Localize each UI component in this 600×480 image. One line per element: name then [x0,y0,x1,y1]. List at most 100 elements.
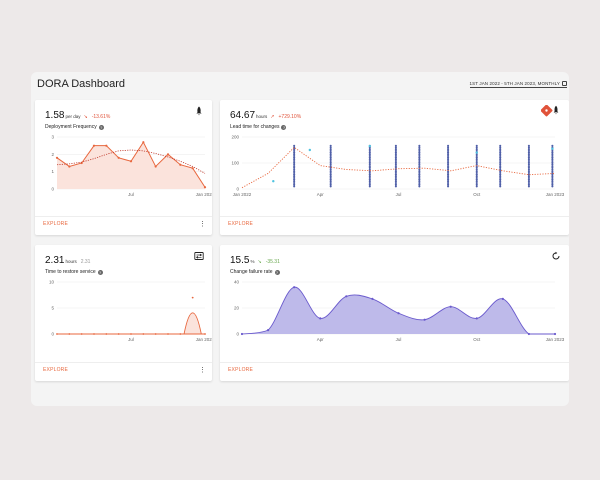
data-point [129,160,133,163]
scatter-point [293,180,296,183]
scatter-point [551,156,554,159]
scatter-point [527,149,530,152]
info-icon[interactable]: ? [97,269,103,275]
scatter-point [293,156,296,159]
restore-icon [194,252,204,260]
scatter-point [499,183,502,186]
scatter-point [293,148,296,151]
scatter-point [475,171,478,174]
scatter-point [447,176,450,179]
scatter-point [329,158,332,161]
data-point [204,333,206,335]
scatter-point [293,170,296,173]
restore-explore-link[interactable]: EXPLORE [43,367,69,373]
scatter-point [368,185,371,188]
data-point [475,317,478,320]
scatter-point [447,146,450,149]
scatter-point [475,173,478,176]
more-options-icon[interactable]: ⋮ [199,221,206,228]
scatter-point [551,166,554,169]
calendar-icon[interactable] [562,81,567,86]
restore-value: 2.31 [45,255,65,266]
data-point [68,333,71,335]
scatter-point [368,178,371,181]
scatter-point [499,185,502,188]
scatter-point [447,181,450,185]
scatter-point [394,158,397,161]
scatter-point [475,180,478,183]
failure-kpi: 15.5% ↘ -35.31 [230,255,280,266]
scatter-point [418,163,421,166]
scatter-point [293,163,296,166]
x-tick-label: Jul [128,337,134,342]
failure-label: Change failure rate? [230,269,280,275]
more-options-icon[interactable]: ⋮ [199,367,206,374]
scatter-point [394,185,397,188]
x-tick-label: Jan 2023 [546,192,565,197]
scatter-point [394,149,397,152]
scatter-point [329,160,332,163]
scatter-point [551,149,554,152]
scatter-point [475,170,478,173]
scatter-point [527,180,530,183]
scatter-point [475,151,478,154]
y-tick-label: 40 [234,280,240,285]
scatter-point [447,163,450,166]
data-point [266,329,270,332]
scatter-point [551,144,554,147]
scatter-point [475,148,478,151]
leadtime-explore-link[interactable]: EXPLORE [228,221,254,227]
scatter-point [394,180,397,183]
scatter-point [475,158,478,161]
scatter-point [418,176,421,179]
x-tick-label: Jul [396,192,402,197]
scatter-point [394,165,397,168]
trend-down-icon: ↘ [257,259,262,265]
leadtime-label-text: Lead time for changes [230,124,280,130]
scatter-point [418,185,421,188]
x-tick-label: Jul [396,337,402,342]
restore-delta: 2.31 [80,259,91,265]
scatter-point [447,171,450,174]
scatter-point [418,149,421,152]
scatter-point [527,148,530,151]
scatter-point [293,151,296,154]
scatter-point [368,183,371,186]
scatter-point [418,178,421,181]
deployment-value: 1.58 [45,110,65,121]
scatter-point [293,183,296,186]
scatter-point [499,158,502,161]
y-tick-label: 5 [51,306,54,311]
y-tick-label: 0 [236,187,239,192]
deployment-explore-link[interactable]: EXPLORE [43,221,69,227]
date-range-picker[interactable]: 1ST JAN 2022 - 5TH JAN 2023, MONTHLY [469,81,567,88]
scatter-point [527,160,530,163]
scatter-point [329,144,332,147]
failure-explore-link[interactable]: EXPLORE [228,367,254,373]
scatter-point [394,175,397,178]
scatter-point [418,171,421,174]
trend-line [56,149,206,174]
scatter-point [499,153,502,156]
scatter-point [329,151,332,154]
area-fill [57,142,205,189]
scatter-point [499,181,502,185]
scatter-point [329,149,332,152]
scatter-point [527,175,530,178]
failure-label-text: Change failure rate [230,269,273,275]
data-point [423,318,426,321]
data-point [117,333,120,335]
scatter-point [447,149,450,152]
data-point [93,333,95,335]
info-icon[interactable]: ? [274,269,280,275]
deployment-frequency-chart: 0 1 2 3 Jul Jan 2023 [51,135,212,198]
scatter-point [551,158,554,161]
deployment-label-text: Deployment Frequency [45,124,97,130]
y-tick-label: 20 [234,306,240,311]
scatter-point [475,160,478,163]
info-icon[interactable]: ? [281,124,287,130]
y-tick-label: 0 [51,187,54,192]
scatter-point [329,148,332,151]
info-icon[interactable]: ? [98,124,104,130]
scatter-point [447,154,450,158]
